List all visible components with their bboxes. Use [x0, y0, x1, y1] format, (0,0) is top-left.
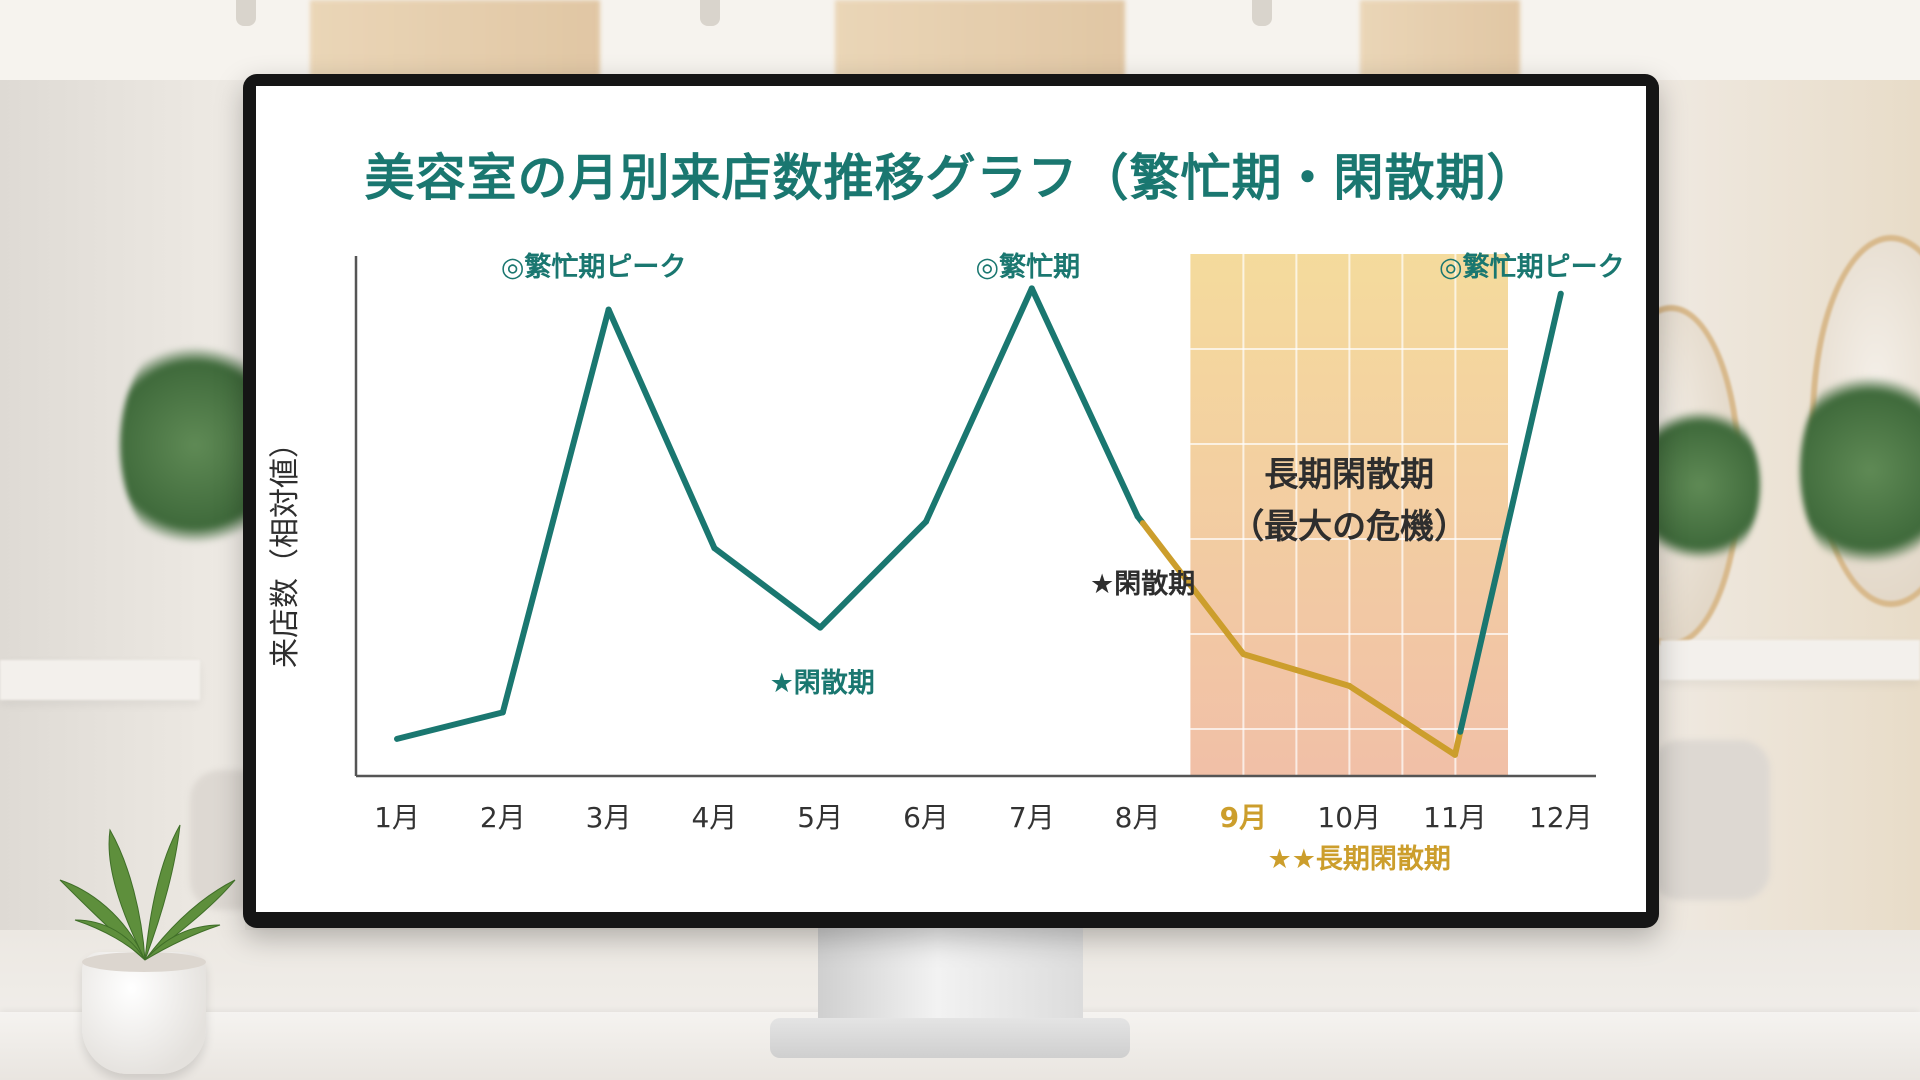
x-tick-label: 12月 [1529, 801, 1593, 834]
series-line-segment-slump [1139, 520, 1247, 658]
series-line-segment-slump [1346, 682, 1458, 758]
monitor-screen: 美容室の月別来店数推移グラフ（繁忙期・閑散期） 来店数（相対値） 長期閑散期 （最… [256, 86, 1646, 912]
annotation-label: ◎繁忙期 [976, 252, 1081, 283]
plant-icon [1800, 360, 1920, 580]
series-line-segment [923, 285, 1035, 525]
x-tick-label: 2月 [480, 801, 526, 834]
x-tick-label: 7月 [1009, 801, 1055, 834]
annotation-label: ★閑散期 [770, 668, 875, 699]
ceiling-light-icon [700, 0, 720, 26]
annotation-label: ★閑散期 [1090, 569, 1195, 600]
annotation-label: ◎繁忙期ピーク [1439, 252, 1625, 283]
monitor-stand [818, 912, 1083, 1032]
x-tick-label: 11月 [1423, 801, 1487, 834]
ceiling-light-icon [236, 0, 256, 26]
x-tick-label: 10月 [1317, 801, 1381, 834]
succulent-plant-icon [59, 824, 236, 961]
plant-pot [82, 952, 206, 1074]
line-chart: 長期閑散期 （最大の危機） 1月 2月 3月 4月 5月 6月 7月 8月 9月 10月 11月 12月… [354, 252, 1625, 875]
salon-counter [1660, 640, 1920, 680]
wood-panel [835, 0, 1125, 80]
monitor-stand-base [770, 1018, 1130, 1058]
chart-title: 美容室の月別来店数推移グラフ（繁忙期・閑散期） [364, 149, 1538, 207]
salon-chair [1650, 740, 1770, 900]
series-line-segment-slump [1240, 651, 1353, 689]
plant-icon [1640, 400, 1760, 570]
region-label-subtitle: （最大の危機） [1230, 507, 1468, 547]
series-line-segment-slump [1452, 728, 1464, 758]
plant-pot-rim [82, 952, 206, 972]
x-tick-label: 3月 [586, 801, 632, 834]
region-label-title: 長期閑散期 [1264, 455, 1434, 495]
wood-panel [1360, 0, 1520, 80]
x-tick-label: 4月 [691, 801, 737, 834]
salon-counter [0, 660, 200, 700]
annotation-label: ★★長期閑散期 [1267, 844, 1450, 875]
wood-panel [310, 0, 600, 80]
x-tick-label: 8月 [1115, 801, 1161, 834]
series-line-segment [817, 518, 929, 631]
series-line-segment [1457, 290, 1564, 735]
series-line-segment [499, 306, 612, 716]
series-line-segment [711, 545, 824, 631]
series-line-segment [1028, 285, 1141, 520]
x-tick-label: 9月 [1220, 801, 1267, 834]
series-line-segment [605, 306, 718, 552]
ceiling-light-icon [1252, 0, 1272, 26]
annotation-label: ◎繁忙期ピーク [501, 252, 687, 283]
x-tick-label: 1月 [374, 801, 420, 834]
series-line-segment [394, 709, 506, 742]
x-tick-label: 6月 [903, 801, 949, 834]
x-tick-label: 5月 [797, 801, 843, 834]
